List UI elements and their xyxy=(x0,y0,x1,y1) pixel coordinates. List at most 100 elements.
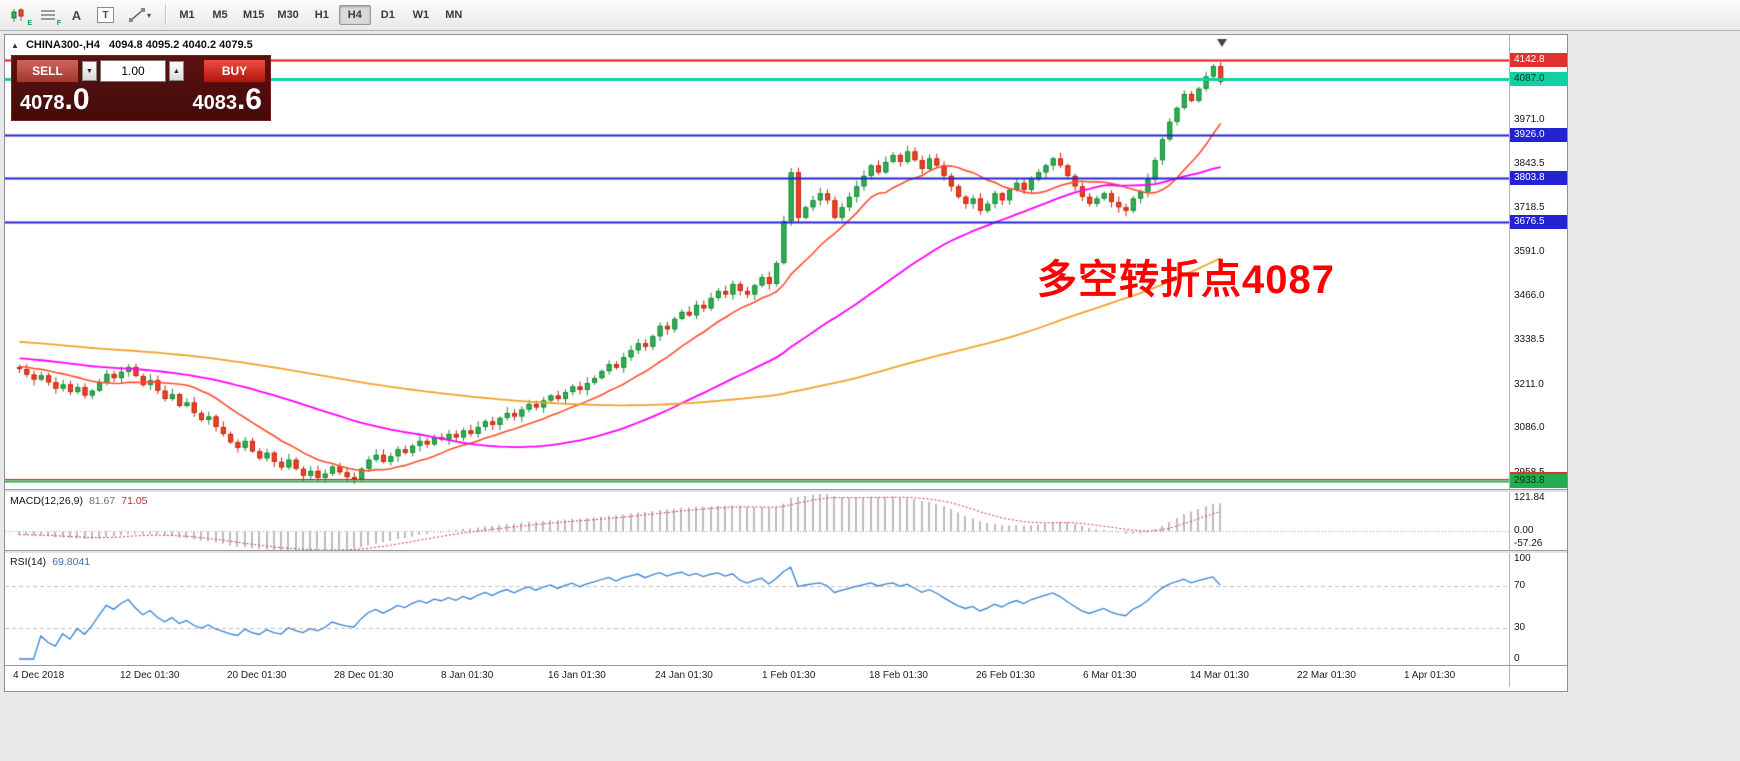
time-label: 22 Mar 01:30 xyxy=(1297,670,1356,681)
rsi-name: RSI(14) xyxy=(10,556,47,568)
chart-window: ▲ CHINA300-,H4 4094.8 4095.2 4040.2 4079… xyxy=(4,34,1568,692)
chart-text-annotation: 多空转折点4087 xyxy=(1037,258,1335,302)
indicator-list-icon[interactable]: F xyxy=(33,3,62,27)
rsi-canvas[interactable] xyxy=(5,553,1509,665)
macd-canvas[interactable] xyxy=(5,492,1509,550)
time-label: 24 Jan 01:30 xyxy=(655,670,713,681)
time-label: 1 Apr 01:30 xyxy=(1404,670,1456,681)
price-tick: 3971.0 xyxy=(1514,113,1545,125)
charts-badge: E xyxy=(27,20,32,27)
indicators-badge: F xyxy=(56,20,61,27)
timeframe-buttons: M1 M5 M15 M30 H1 H4 D1 W1 MN xyxy=(171,5,470,25)
time-label: 6 Mar 01:30 xyxy=(1083,670,1137,681)
bid-main-digits: 4078 xyxy=(20,92,65,114)
time-label: 4 Dec 2018 xyxy=(13,670,65,681)
macd-label: MACD(12,26,9) 81.67 71.05 xyxy=(10,495,148,507)
list-glyph xyxy=(40,10,55,20)
macd-name: MACD(12,26,9) xyxy=(10,495,83,507)
price-level-tag: 2933.8 xyxy=(1510,474,1567,489)
time-label: 20 Dec 01:30 xyxy=(227,670,287,681)
rsi-label: RSI(14) 69.8041 xyxy=(10,556,90,568)
time-label: 28 Dec 01:30 xyxy=(334,670,394,681)
letter-a-glyph: A xyxy=(71,7,82,23)
price-tick: 3211.0 xyxy=(1514,378,1544,390)
volume-input[interactable] xyxy=(100,60,166,82)
drawing-tool-icon[interactable]: ▾ xyxy=(120,3,160,27)
dropdown-caret-icon: ▾ xyxy=(146,10,151,20)
pane-splitter[interactable] xyxy=(5,489,1567,492)
rsi-tick: 30 xyxy=(1514,621,1526,633)
text-label-tool-icon[interactable]: T xyxy=(91,3,120,27)
time-label: 1 Feb 01:30 xyxy=(762,670,816,681)
time-label: 12 Dec 01:30 xyxy=(120,670,180,681)
price-tick: 3718.5 xyxy=(1514,201,1545,213)
rsi-tick: 0 xyxy=(1514,653,1520,664)
rsi-axis[interactable]: 100 70 30 0 xyxy=(1509,553,1567,665)
volume-increase-button[interactable]: ▲ xyxy=(169,61,184,81)
rsi-tick: 100 xyxy=(1514,553,1531,564)
price-level-tag: 3926.0 xyxy=(1510,128,1567,143)
price-level-tag: 3676.5 xyxy=(1510,215,1567,230)
macd-tick: -57.26 xyxy=(1514,538,1543,549)
timeframe-m1[interactable]: M1 xyxy=(179,9,195,21)
macd-value-1: 81.67 xyxy=(88,495,116,507)
price-level-tag: 3803.8 xyxy=(1510,171,1567,186)
macd-tick: 0.00 xyxy=(1514,525,1534,537)
top-toolbar: E F A T ▾ M1 M5 M15 M30 H1 H4 D1 W1 MN xyxy=(0,0,1740,31)
time-label: 8 Jan 01:30 xyxy=(441,670,494,681)
axis-corner xyxy=(1509,666,1567,687)
ask-price: 4083.6 xyxy=(192,85,262,115)
bid-big-digits: .0 xyxy=(64,83,90,116)
time-label: 14 Mar 01:30 xyxy=(1190,670,1249,681)
bid-price: 4078.0 xyxy=(20,85,90,115)
timeframe-h4[interactable]: H4 xyxy=(338,5,371,25)
time-axis-row: 4 Dec 2018 12 Dec 01:30 20 Dec 01:30 28 Dec… xyxy=(5,665,1567,687)
volume-decrease-button[interactable]: ▼ xyxy=(82,61,97,81)
main-chart-plot[interactable]: ▲ CHINA300-,H4 4094.8 4095.2 4040.2 4079… xyxy=(5,35,1509,489)
sell-button[interactable]: SELL xyxy=(16,59,79,83)
price-level-tag: 4142.8 xyxy=(1510,52,1567,67)
main-price-axis[interactable]: 3971.0 3843.5 3718.5 3591.0 3466.0 3338.5 3211… xyxy=(1509,35,1567,489)
macd-axis[interactable]: 121.84 0.00 -57.26 xyxy=(1509,492,1567,550)
symbol-period-label: CHINA300-,H4 xyxy=(25,39,100,51)
timeframe-m15[interactable]: M15 xyxy=(243,9,265,21)
buy-button[interactable]: BUY xyxy=(203,59,266,83)
chart-header: ▲ CHINA300-,H4 4094.8 4095.2 4040.2 4079… xyxy=(11,39,253,51)
trade-controls-row: SELL ▼ ▲ BUY xyxy=(16,59,266,83)
trendline-glyph xyxy=(128,8,145,22)
price-level-tag: 4087.0 xyxy=(1510,72,1567,87)
font-tool-icon[interactable]: A xyxy=(62,3,91,27)
toolbar-separator xyxy=(165,5,166,25)
quotes-row: 4078.0 4083.6 xyxy=(16,83,266,115)
macd-tick: 121.84 xyxy=(1514,492,1545,503)
rsi-tick: 70 xyxy=(1514,580,1526,592)
time-axis[interactable]: 4 Dec 2018 12 Dec 01:30 20 Dec 01:30 28 Dec… xyxy=(5,666,1509,687)
rsi-plot[interactable]: RSI(14) 69.8041 xyxy=(5,553,1509,665)
ask-main-digits: 4083 xyxy=(192,92,237,114)
time-label: 18 Feb 01:30 xyxy=(869,670,928,681)
pane-splitter[interactable] xyxy=(5,550,1567,553)
timeframe-w1[interactable]: W1 xyxy=(412,9,430,21)
ohlc-values: 4094.8 4095.2 4040.2 4079.5 xyxy=(109,39,253,51)
price-tick: 3591.0 xyxy=(1514,246,1545,258)
timeframe-d1[interactable]: D1 xyxy=(380,9,395,21)
timeframe-h1[interactable]: H1 xyxy=(314,9,329,21)
time-label: 16 Jan 01:30 xyxy=(548,670,606,681)
candlestick-chart-icon[interactable]: E xyxy=(4,3,33,27)
price-tick: 3466.0 xyxy=(1514,289,1545,301)
timeframe-m5[interactable]: M5 xyxy=(212,9,228,21)
collapse-panel-icon[interactable]: ▲ xyxy=(11,41,19,50)
time-label: 26 Feb 01:30 xyxy=(976,670,1035,681)
macd-plot[interactable]: MACD(12,26,9) 81.67 71.05 xyxy=(5,492,1509,550)
boxed-t-glyph: T xyxy=(97,7,114,23)
timeframe-m30[interactable]: M30 xyxy=(277,9,299,21)
price-tick: 3338.5 xyxy=(1514,334,1545,346)
timeframe-mn[interactable]: MN xyxy=(445,9,463,21)
macd-value-2: 71.05 xyxy=(121,495,148,507)
rsi-value: 69.8041 xyxy=(52,556,91,568)
price-tick: 3086.0 xyxy=(1514,422,1545,434)
one-click-trading-panel: SELL ▼ ▲ BUY 4078.0 4083.6 xyxy=(11,55,271,121)
ask-big-digits: .6 xyxy=(236,83,262,116)
price-tick: 3843.5 xyxy=(1514,158,1545,170)
candlestick-glyph xyxy=(11,7,24,22)
